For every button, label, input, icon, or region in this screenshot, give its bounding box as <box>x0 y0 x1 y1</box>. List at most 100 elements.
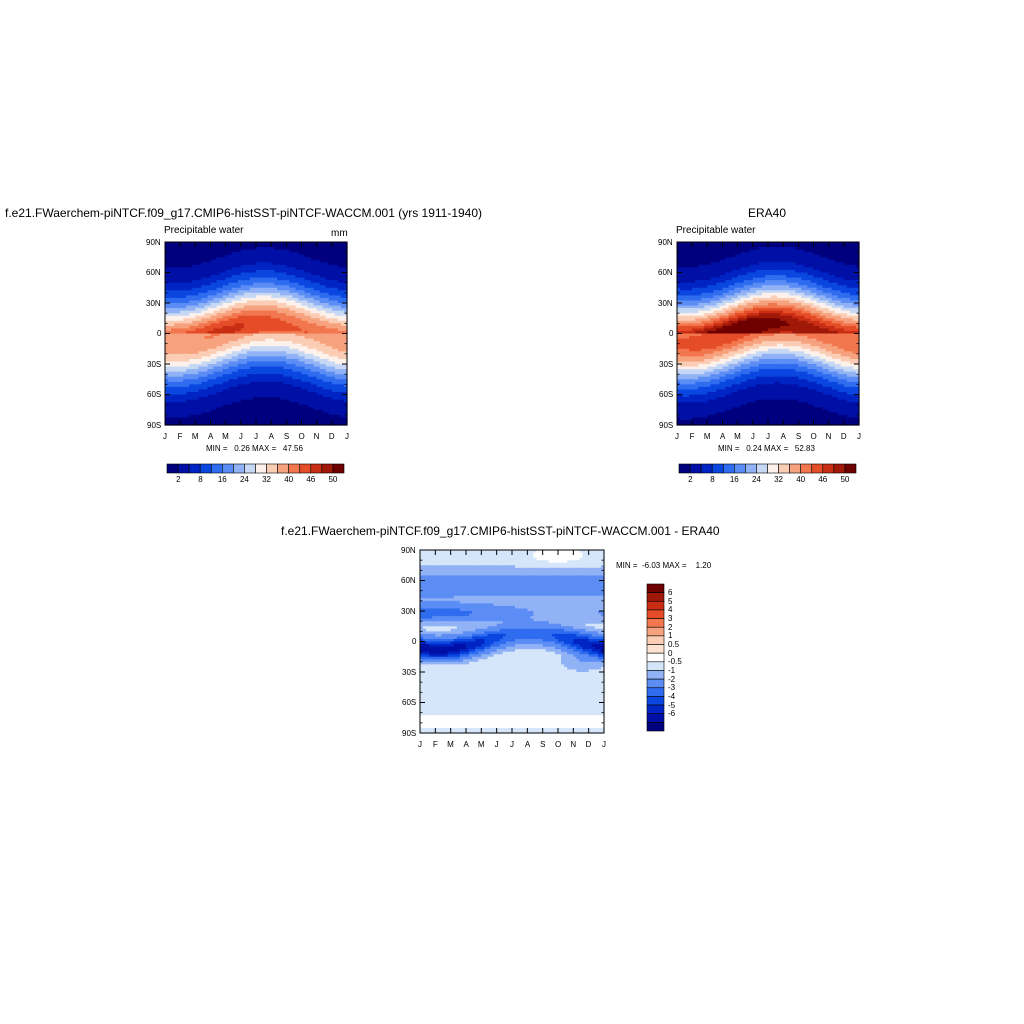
heatmap-cell <box>228 402 233 406</box>
heatmap-cell <box>234 404 239 408</box>
heatmap-cell <box>225 259 230 263</box>
heatmap-cell <box>243 376 248 380</box>
heatmap-cell <box>240 351 245 355</box>
heatmap-cell <box>195 315 199 319</box>
heatmap-cell <box>225 300 230 304</box>
heatmap-cell <box>219 371 224 375</box>
heatmap-cell <box>246 308 251 312</box>
heatmap-cell <box>222 313 227 317</box>
heatmap-cell <box>225 384 230 388</box>
heatmap-cell <box>228 262 233 266</box>
heatmap-cell <box>177 336 181 340</box>
heatmap-cell <box>243 262 248 266</box>
heatmap-cell <box>259 320 263 324</box>
heatmap-cell <box>207 389 212 393</box>
heatmap-cell <box>216 419 221 424</box>
heatmap-cell <box>265 364 269 368</box>
heatmap-cell <box>165 328 169 332</box>
heatmap-cell <box>265 346 269 350</box>
heatmap-cell <box>192 313 196 317</box>
heatmap-cell <box>210 275 215 279</box>
heatmap-cell <box>189 264 193 269</box>
heatmap-cell <box>259 361 263 365</box>
heatmap-cell <box>231 257 236 261</box>
heatmap-cell <box>237 419 242 424</box>
heatmap-cell <box>165 402 169 406</box>
heatmap-cell <box>268 300 272 304</box>
heatmap-cell <box>237 282 242 286</box>
heatmap-cell <box>231 303 236 307</box>
heatmap-cell <box>228 414 233 418</box>
heatmap-cell <box>240 257 245 261</box>
heatmap-cell <box>195 318 199 322</box>
heatmap-cell <box>189 381 193 385</box>
heatmap-cell <box>216 267 221 271</box>
heatmap-cell <box>246 262 251 266</box>
heatmap-cell <box>243 252 248 256</box>
heatmap-cell <box>180 414 184 418</box>
heatmap-cell <box>180 376 184 380</box>
heatmap-cell <box>189 353 193 357</box>
heatmap-cell <box>262 272 266 276</box>
heatmap-cell <box>265 384 269 388</box>
heatmap-cell <box>265 297 269 302</box>
heatmap-cell <box>213 295 218 299</box>
heatmap-cell <box>174 371 178 375</box>
heatmap-cell <box>210 336 215 340</box>
heatmap-cell <box>186 264 190 269</box>
heatmap-cell <box>177 257 181 261</box>
heatmap-cell <box>216 422 221 426</box>
heatmap-cell <box>268 333 272 337</box>
heatmap-cell <box>268 272 272 276</box>
heatmap-cell <box>268 297 272 302</box>
heatmap-cell <box>222 374 227 378</box>
heatmap-cell <box>243 391 248 396</box>
heatmap-cell <box>207 330 212 335</box>
heatmap-cell <box>219 348 224 352</box>
heatmap-cell <box>183 369 187 373</box>
heatmap-cell <box>201 419 206 424</box>
heatmap-cell <box>271 267 275 271</box>
heatmap-cell <box>271 366 275 370</box>
heatmap-cell <box>262 244 266 248</box>
heatmap-cell <box>237 422 242 426</box>
heatmap-cell <box>262 285 266 289</box>
heatmap-cell <box>204 404 209 408</box>
heatmap-cell <box>268 394 272 398</box>
heatmap-cell <box>219 247 224 251</box>
heatmap-cell <box>183 249 187 253</box>
heatmap-cell <box>249 295 254 299</box>
heatmap-cell <box>228 277 233 281</box>
heatmap-cell <box>259 341 263 345</box>
heatmap-cell <box>246 419 251 424</box>
heatmap-cell <box>192 402 196 406</box>
heatmap-cell <box>262 287 266 291</box>
heatmap-cell <box>237 417 242 421</box>
heatmap-cell <box>240 384 245 388</box>
heatmap-cell <box>198 262 202 266</box>
heatmap-cell <box>177 366 181 370</box>
heatmap-cell <box>174 333 178 337</box>
heatmap-cell <box>246 267 251 271</box>
heatmap-cell <box>259 295 263 299</box>
heatmap-cell <box>174 336 178 340</box>
heatmap-cell <box>165 356 169 360</box>
heatmap-cell <box>246 269 251 274</box>
heatmap-cell <box>174 323 178 327</box>
heatmap-cell <box>207 422 212 426</box>
heatmap-cell <box>231 384 236 388</box>
heatmap-cell <box>231 417 236 421</box>
heatmap-cell <box>165 384 169 388</box>
heatmap-cell <box>271 292 275 296</box>
heatmap-cell <box>249 300 254 304</box>
heatmap-cell <box>174 341 178 345</box>
heatmap-cell <box>259 376 263 380</box>
heatmap-cell <box>271 295 275 299</box>
heatmap-cell <box>204 320 209 324</box>
heatmap-cell <box>259 249 263 253</box>
heatmap-cell <box>171 371 175 375</box>
heatmap-cell <box>268 419 272 424</box>
heatmap-cell <box>231 300 236 304</box>
heatmap-cell <box>240 305 245 309</box>
heatmap-cell <box>213 356 218 360</box>
